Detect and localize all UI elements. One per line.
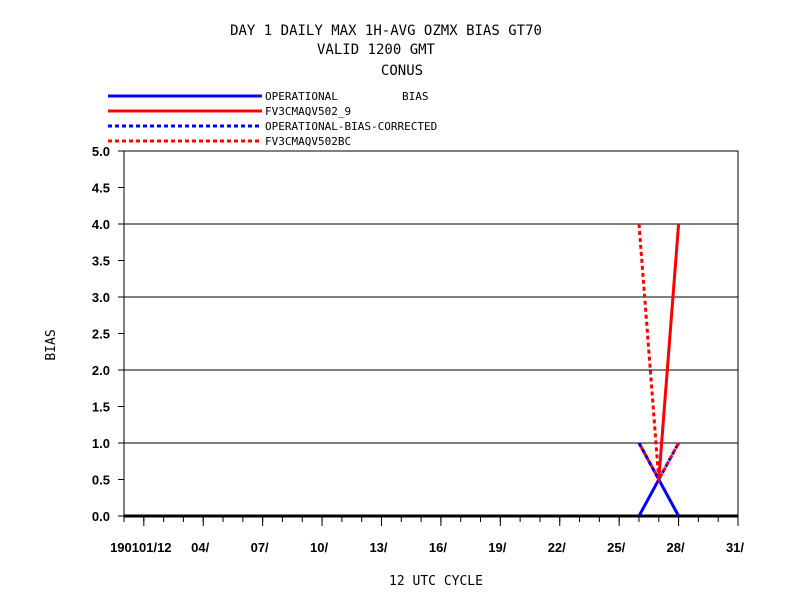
y-tick-label: 2.5 <box>92 327 110 342</box>
chart-title: DAY 1 DAILY MAX 1H-AVG OZMX BIAS GT70 VA… <box>230 23 542 79</box>
y-tick-label: 4.5 <box>92 181 110 196</box>
x-axis-label: 12 UTC CYCLE <box>389 574 483 589</box>
title-line-3: CONUS <box>381 63 423 79</box>
series-line-2 <box>637 223 681 485</box>
y-tick-label: 0.0 <box>92 509 110 524</box>
y-axis-label: BIAS <box>44 329 59 360</box>
x-tick-label: 13/ <box>369 540 387 555</box>
legend-label: FV3CMAQV502BC <box>265 135 351 148</box>
x-tick-label: 190101/12 <box>110 540 171 555</box>
x-tick-label: 04/ <box>191 540 209 555</box>
grid-lines <box>124 223 738 518</box>
x-tick-label: 28/ <box>667 540 685 555</box>
y-tick-label: 3.0 <box>92 290 110 305</box>
x-tick-label: 22/ <box>548 540 566 555</box>
y-tick-label: 5.0 <box>92 144 110 159</box>
legend-label: OPERATIONAL-BIAS-CORRECTED <box>265 120 437 133</box>
title-line-1: DAY 1 DAILY MAX 1H-AVG OZMX BIAS GT70 <box>230 23 542 39</box>
x-tick-label: 31/ <box>726 540 744 555</box>
legend-label: OPERATIONAL <box>265 90 338 103</box>
y-tick-label: 1.0 <box>92 436 110 451</box>
series-line-4 <box>637 223 680 485</box>
y-tick-label: 1.5 <box>92 400 110 415</box>
series-line-1 <box>637 476 680 517</box>
x-tick-label: 16/ <box>429 540 447 555</box>
x-axis: 190101/12 04/07/10/13/16/19/22/25/28/31/ <box>110 516 744 555</box>
legend: OPERATIONAL FV3CMAQV502_9 OPERATIONAL-BIAS… <box>108 90 437 148</box>
legend-label: FV3CMAQV502_9 <box>265 105 351 118</box>
plot-frame <box>123 150 739 517</box>
y-tick-label: 0.5 <box>92 473 110 488</box>
title-line-2: VALID 1200 GMT <box>317 42 436 58</box>
x-tick-label: 10/ <box>310 540 328 555</box>
y-tick-label: 2.0 <box>92 363 110 378</box>
x-tick-label: 19/ <box>488 540 506 555</box>
x-tick-label: 25/ <box>607 540 625 555</box>
y-tick-label: 3.5 <box>92 254 110 269</box>
legend-extra-label: BIAS <box>402 90 429 103</box>
y-axis: 0.0 0.5 1.0 1.5 2.0 2.5 3.0 3.5 4.0 4.5 5.0 <box>92 144 124 524</box>
y-tick-label: 4.0 <box>92 217 110 232</box>
series-layer <box>637 223 681 517</box>
x-tick-label: 07/ <box>251 540 269 555</box>
